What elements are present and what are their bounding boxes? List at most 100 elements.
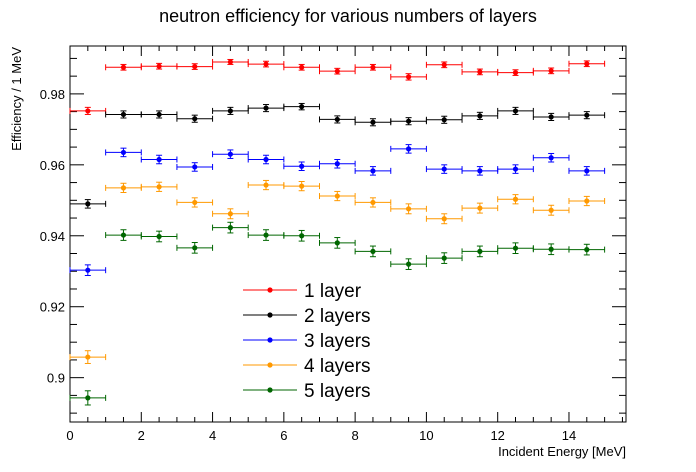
data-point: [584, 198, 590, 204]
data-point: [299, 64, 305, 70]
legend-marker: [267, 337, 273, 343]
x-axis-label: Incident Energy [MeV]: [498, 444, 626, 459]
data-point: [370, 248, 376, 254]
data-point: [120, 232, 127, 238]
x-tick-label: 10: [419, 428, 433, 443]
data-point: [120, 185, 127, 191]
series-5: [69, 221, 606, 406]
legend-label: 3 layers: [304, 331, 371, 352]
legend-marker: [267, 312, 273, 318]
legend-label: 4 layers: [304, 356, 371, 377]
data-point: [584, 168, 590, 174]
legend-label: 2 layers: [304, 306, 371, 327]
data-point: [227, 211, 233, 217]
series-1: [69, 58, 606, 115]
data-point: [405, 118, 412, 124]
data-point: [227, 59, 233, 65]
data-point: [405, 74, 412, 80]
data-point: [548, 68, 554, 74]
data-point: [156, 63, 162, 69]
data-marks: [69, 58, 606, 406]
data-point: [477, 205, 483, 211]
data-point: [441, 166, 447, 172]
legend-label: 1 layer: [304, 281, 362, 302]
data-point: [512, 70, 519, 76]
data-point: [548, 246, 554, 252]
data-point: [263, 61, 269, 67]
data-point: [156, 184, 162, 190]
x-tick-label: 8: [352, 428, 359, 443]
y-tick-label: 0.94: [40, 229, 65, 244]
data-point: [548, 155, 554, 161]
data-point: [227, 225, 233, 231]
data-point: [512, 166, 519, 172]
data-point: [370, 199, 376, 206]
legend-marker: [267, 362, 273, 368]
data-point: [156, 233, 162, 240]
data-point: [477, 113, 483, 119]
axes: 0 2 4 6 8 10 12 14 0.9 0.92 0.94 0.96 0.98: [40, 46, 626, 443]
data-point: [584, 61, 590, 67]
data-point: [263, 105, 269, 111]
legend-marker: [267, 387, 273, 393]
data-point: [334, 116, 340, 123]
data-point: [227, 151, 233, 157]
data-point: [85, 201, 91, 207]
data-point: [441, 62, 447, 68]
data-point: [584, 247, 590, 253]
data-point: [156, 156, 162, 163]
data-point: [192, 199, 198, 206]
data-point: [512, 245, 519, 251]
data-point: [263, 182, 269, 188]
series-4: [69, 179, 606, 364]
data-point: [548, 207, 554, 213]
plot-frame: [69, 45, 627, 423]
x-tick-label: 12: [490, 428, 504, 443]
data-point: [477, 168, 483, 174]
data-point: [584, 112, 590, 118]
y-axis-label: Efficiency / 1 MeV: [9, 47, 24, 151]
y-tick-label: 0.9: [47, 371, 65, 386]
data-point: [334, 240, 340, 246]
data-point: [299, 233, 305, 239]
data-point: [334, 68, 340, 74]
x-tick-label: 2: [138, 428, 145, 443]
data-point: [370, 168, 376, 174]
data-point: [405, 206, 412, 212]
data-point: [85, 354, 91, 360]
data-point: [370, 64, 376, 70]
data-point: [263, 156, 269, 163]
data-point: [192, 116, 198, 122]
chart-title: neutron efficiency for various numbers o…: [159, 6, 537, 26]
data-point: [405, 261, 412, 267]
data-point: [299, 104, 305, 110]
data-point: [120, 149, 127, 156]
legend-label: 5 layers: [304, 381, 371, 402]
data-point: [156, 111, 162, 118]
data-point: [192, 245, 198, 251]
data-point: [120, 64, 127, 70]
data-point: [548, 114, 554, 120]
data-point: [85, 395, 91, 401]
data-point: [85, 108, 91, 114]
data-point: [370, 119, 376, 125]
data-point: [299, 183, 305, 189]
data-point: [334, 193, 340, 199]
y-tick-label: 0.92: [40, 300, 65, 315]
data-point: [192, 164, 198, 170]
data-point: [227, 108, 233, 114]
data-point: [441, 255, 447, 261]
legend-marker: [267, 287, 273, 293]
x-tick-label: 6: [280, 428, 287, 443]
series-2: [69, 102, 606, 209]
data-point: [299, 163, 305, 169]
y-tick-label: 0.98: [40, 87, 65, 102]
y-tick-label: 0.96: [40, 158, 65, 173]
legend: 1 layer 2 layers 3 layers 4 layers 5 layers: [243, 281, 371, 402]
data-point: [512, 196, 519, 202]
data-point: [405, 146, 412, 152]
data-point: [512, 108, 519, 114]
data-point: [477, 69, 483, 75]
data-point: [263, 232, 269, 238]
